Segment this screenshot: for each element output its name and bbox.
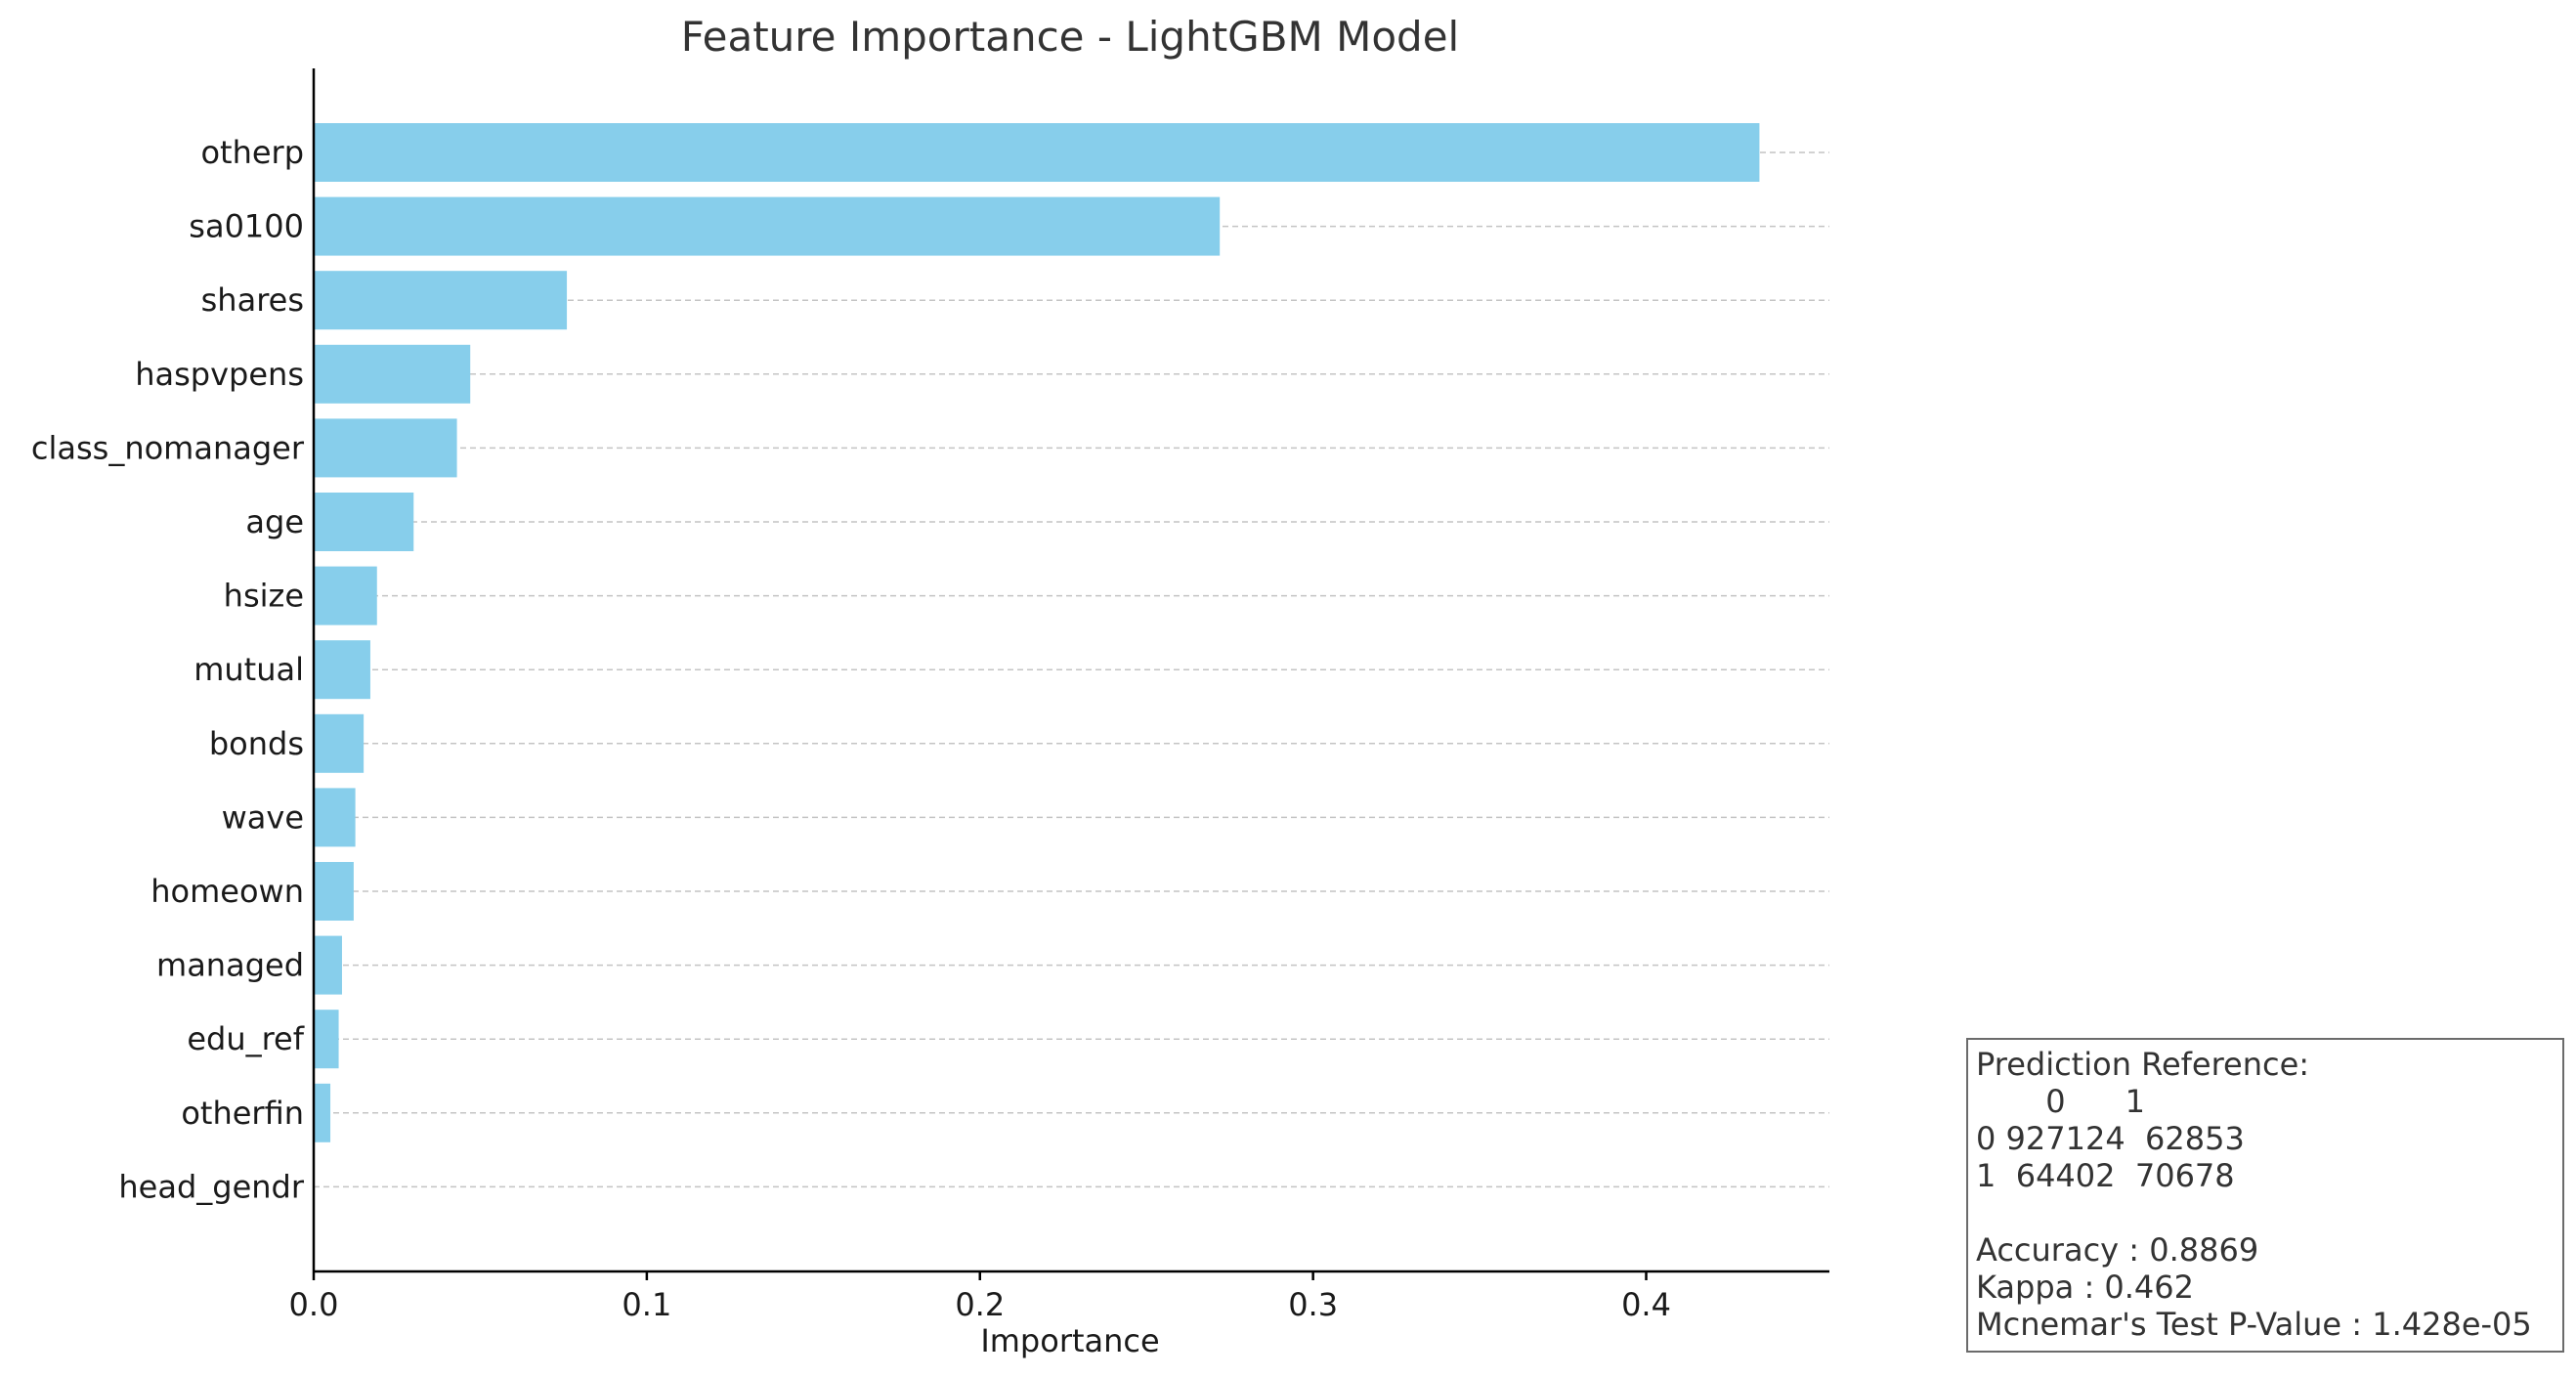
- blank-line: [1976, 1194, 2555, 1231]
- y-tick-label-managed: managed: [156, 947, 304, 984]
- x-tick-label-4: 0.4: [1621, 1286, 1671, 1323]
- bar-class-nomanager: [314, 418, 457, 478]
- y-tick-label-haspvpens: haspvpens: [135, 356, 304, 393]
- y-tick-label-edu-ref: edu_ref: [187, 1020, 304, 1057]
- x-tick-label-2: 0.2: [955, 1286, 1005, 1323]
- grid-lines: [314, 151, 1829, 1188]
- x-tick-label-3: 0.3: [1288, 1286, 1338, 1323]
- y-tick-labels: otherp sa0100 shares haspvpens class_nomanag…: [31, 134, 305, 1205]
- y-tick-label-otherfin: otherfin: [181, 1095, 304, 1132]
- bar-sa0100: [314, 196, 1221, 256]
- bar-managed: [314, 935, 342, 995]
- prediction-reference-header: Prediction Reference:: [1976, 1046, 2310, 1083]
- confusion-matrix-box: Prediction Reference: 0 1 0 927124 62853…: [1966, 1038, 2564, 1353]
- y-tick-label-hsize: hsize: [224, 578, 304, 615]
- y-tick-label-homeown: homeown: [150, 873, 304, 910]
- bar-shares: [314, 271, 568, 330]
- bar-homeown: [314, 862, 354, 921]
- bars: [314, 123, 1760, 1142]
- y-tick-label-head-gendr: head_gendr: [118, 1168, 304, 1205]
- bar-haspvpens: [314, 344, 471, 404]
- y-tick-label-mutual: mutual: [193, 651, 304, 688]
- x-tick-label-0: 0.0: [289, 1286, 339, 1323]
- y-tick-label-wave: wave: [222, 798, 304, 836]
- y-tick-label-sa0100: sa0100: [189, 208, 304, 245]
- y-tick-label-shares: shares: [201, 281, 304, 319]
- bar-mutual: [314, 640, 370, 700]
- matrix-column-headers: 0 1: [1976, 1083, 2145, 1120]
- accuracy-text: Accuracy : 0.8869: [1976, 1231, 2259, 1269]
- chart-title: Feature Importance - LightGBM Model: [681, 13, 1459, 61]
- y-tick-label-otherp: otherp: [200, 134, 304, 171]
- x-tick-label-1: 0.1: [622, 1286, 671, 1323]
- bar-hsize: [314, 566, 377, 625]
- mcnemar-test-text: Mcnemar's Test P-Value : 1.428e-05: [1976, 1306, 2532, 1343]
- x-axis-label: Importance: [980, 1322, 1159, 1359]
- bar-bonds: [314, 713, 365, 773]
- bar-wave: [314, 788, 356, 847]
- x-ticks: 0.0 0.1 0.2 0.3 0.4: [289, 1271, 1671, 1323]
- bar-otherfin: [314, 1083, 331, 1142]
- bar-otherp: [314, 123, 1760, 182]
- y-tick-label-class-nomanager: class_nomanager: [31, 429, 305, 466]
- bar-edu-ref: [314, 1010, 339, 1069]
- y-tick-label-bonds: bonds: [209, 725, 304, 762]
- matrix-row-0: 0 927124 62853: [1976, 1120, 2245, 1157]
- matrix-row-1: 1 64402 70678: [1976, 1157, 2235, 1194]
- kappa-text: Kappa : 0.462: [1976, 1269, 2194, 1306]
- bar-age: [314, 493, 414, 551]
- y-tick-label-age: age: [245, 503, 304, 540]
